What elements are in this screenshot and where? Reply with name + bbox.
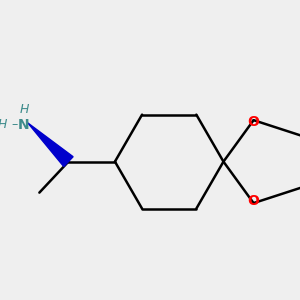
Text: H: H — [0, 118, 7, 131]
Polygon shape — [28, 123, 73, 166]
Text: O: O — [248, 194, 260, 208]
Text: H: H — [19, 103, 28, 116]
Text: N: N — [18, 118, 30, 132]
Text: –: – — [11, 118, 17, 131]
Text: O: O — [248, 115, 260, 129]
